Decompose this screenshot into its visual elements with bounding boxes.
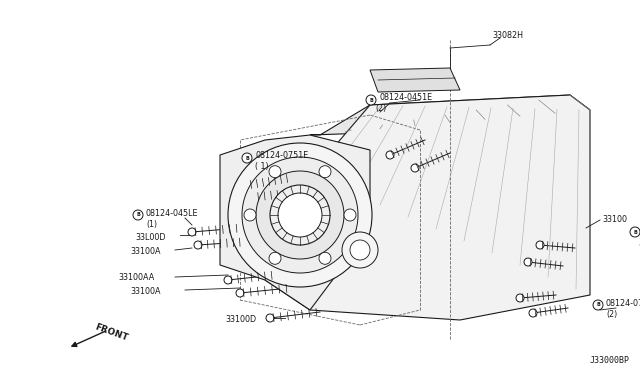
- Circle shape: [278, 193, 322, 237]
- Text: B: B: [136, 212, 140, 218]
- Polygon shape: [370, 68, 460, 92]
- Circle shape: [228, 143, 372, 287]
- Text: 33100D: 33100D: [225, 315, 256, 324]
- Circle shape: [242, 153, 252, 163]
- Circle shape: [411, 164, 419, 172]
- Text: B: B: [596, 302, 600, 308]
- Circle shape: [244, 181, 252, 189]
- Text: 33100A: 33100A: [130, 247, 161, 257]
- Text: B: B: [633, 230, 637, 234]
- Text: 08124-0451E: 08124-0451E: [379, 93, 432, 103]
- Circle shape: [244, 209, 256, 221]
- Circle shape: [366, 95, 376, 105]
- Circle shape: [270, 185, 330, 245]
- Circle shape: [266, 314, 274, 322]
- Circle shape: [342, 232, 378, 268]
- Polygon shape: [265, 95, 590, 320]
- Text: FRONT: FRONT: [93, 323, 129, 343]
- Circle shape: [529, 309, 537, 317]
- Text: 33082H: 33082H: [492, 31, 523, 39]
- Circle shape: [630, 227, 640, 237]
- Circle shape: [194, 241, 202, 249]
- Text: (2): (2): [606, 310, 617, 318]
- Text: B: B: [369, 97, 373, 103]
- Text: 08124-0751E: 08124-0751E: [255, 151, 308, 160]
- Circle shape: [256, 171, 344, 259]
- Text: J33000BP: J33000BP: [590, 356, 630, 365]
- Circle shape: [536, 241, 544, 249]
- Text: 33100AA: 33100AA: [118, 273, 154, 282]
- Circle shape: [242, 157, 358, 273]
- Text: (1): (1): [146, 219, 157, 228]
- Circle shape: [269, 166, 281, 178]
- Circle shape: [269, 252, 281, 264]
- Circle shape: [133, 210, 143, 220]
- Circle shape: [350, 240, 370, 260]
- Text: 08124-0751E: 08124-0751E: [606, 298, 640, 308]
- Circle shape: [386, 151, 394, 159]
- Circle shape: [593, 300, 603, 310]
- Circle shape: [319, 166, 331, 178]
- Text: 33L00D: 33L00D: [135, 234, 166, 243]
- Text: 08124-045LE: 08124-045LE: [146, 208, 198, 218]
- Circle shape: [251, 193, 259, 201]
- Circle shape: [319, 252, 331, 264]
- Circle shape: [188, 228, 196, 236]
- Text: (2): (2): [375, 105, 387, 113]
- Circle shape: [236, 289, 244, 297]
- Text: 33100A: 33100A: [130, 288, 161, 296]
- Circle shape: [524, 258, 532, 266]
- Text: 33100: 33100: [602, 215, 627, 224]
- Text: B: B: [245, 155, 249, 160]
- Polygon shape: [220, 135, 370, 310]
- Circle shape: [516, 294, 524, 302]
- Circle shape: [224, 276, 232, 284]
- Polygon shape: [310, 95, 590, 135]
- Text: ( 1): ( 1): [255, 163, 269, 171]
- Circle shape: [344, 209, 356, 221]
